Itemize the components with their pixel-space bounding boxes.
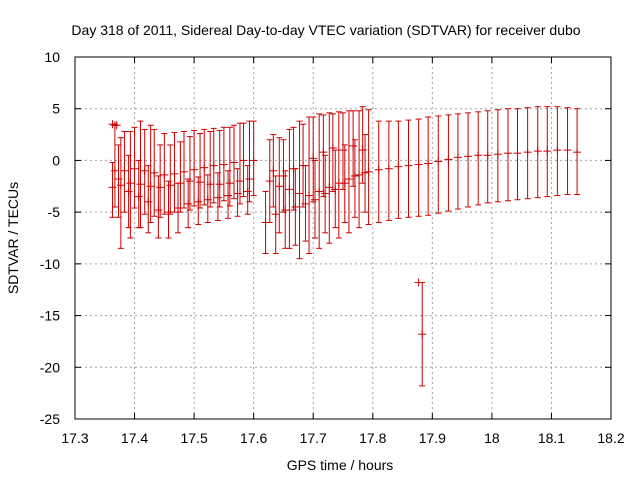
series-satellite-g bbox=[269, 106, 367, 213]
x-tick-label: 17.7 bbox=[300, 430, 327, 446]
y-tick-label: 5 bbox=[52, 101, 60, 117]
y-tick-label: -15 bbox=[40, 308, 60, 324]
y-tick-label: -10 bbox=[40, 256, 60, 272]
series-satellite-c bbox=[114, 144, 252, 239]
x-tick-label: 17.4 bbox=[121, 430, 148, 446]
x-tick-label: 17.5 bbox=[180, 430, 207, 446]
x-tick-label: 17.9 bbox=[419, 430, 446, 446]
y-tick-label: -25 bbox=[40, 411, 60, 427]
y-tick-label: -5 bbox=[48, 204, 61, 220]
grid-lines bbox=[75, 57, 611, 419]
x-tick-label: 18.1 bbox=[538, 430, 565, 446]
series-satellite-d bbox=[108, 120, 121, 130]
x-axis-label: GPS time / hours bbox=[287, 457, 394, 473]
x-tick-label: 18 bbox=[484, 430, 500, 446]
series-satellite-h bbox=[414, 278, 427, 387]
series-satellite-e bbox=[265, 106, 582, 260]
x-tick-label: 17.3 bbox=[61, 430, 88, 446]
chart-title: Day 318 of 2011, Sidereal Day-to-day VTE… bbox=[71, 22, 580, 38]
plot-frame bbox=[74, 56, 612, 420]
y-axis-label: SDTVAR / TECUs bbox=[5, 182, 21, 294]
y-tick-label: 10 bbox=[44, 49, 60, 65]
y-tick-label: 0 bbox=[52, 152, 60, 168]
x-tick-label: 18.2 bbox=[597, 430, 624, 446]
axis-ticks: 17.3 17.4 17.5 17.6 17.7 17.8 17.9 18 18.1 18.2 10… bbox=[40, 49, 625, 446]
data-series bbox=[108, 106, 582, 387]
series-satellite-a bbox=[110, 120, 258, 217]
y-tick-label: -20 bbox=[40, 359, 60, 375]
x-tick-label: 17.6 bbox=[240, 430, 267, 446]
x-tick-label: 17.8 bbox=[359, 430, 386, 446]
